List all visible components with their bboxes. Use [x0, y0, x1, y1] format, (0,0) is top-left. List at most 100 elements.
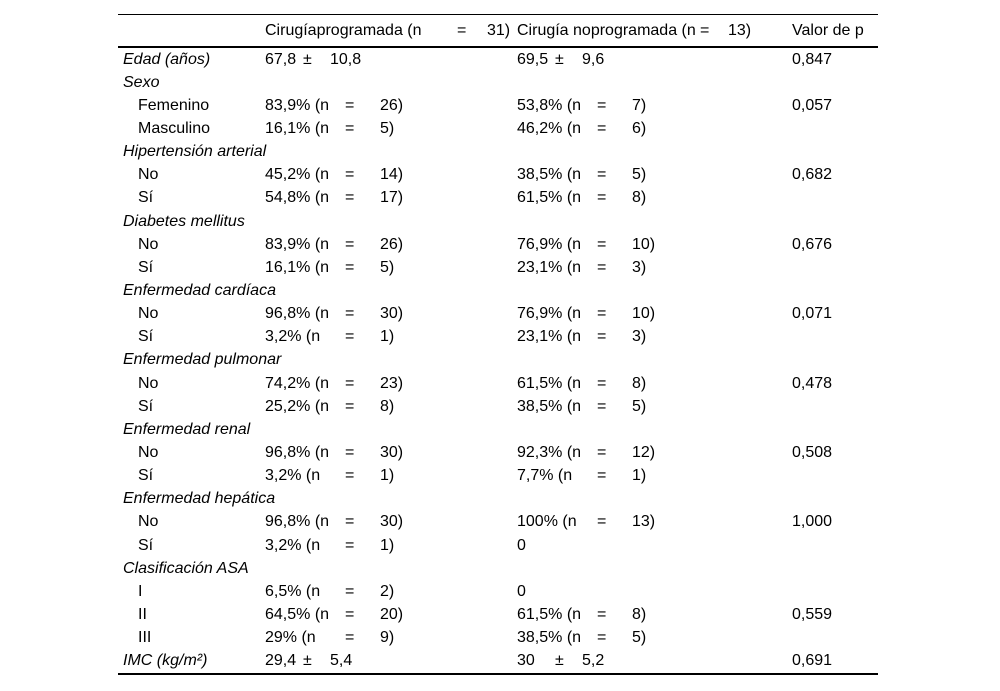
table-row: Sí 3,2% (n = 1) 0 — [118, 534, 878, 557]
table-row: No 96,8% (n = 30) 100% (n = 13) 1,000 — [118, 511, 878, 534]
value-n: 5) — [380, 119, 395, 137]
equals-sign: = — [597, 189, 607, 207]
value-n: 5,4 — [330, 652, 353, 670]
value-n: 5,2 — [582, 652, 605, 670]
p-value: 0,508 — [792, 443, 833, 461]
value-text: 54,8% (n — [265, 189, 330, 207]
row-label: Femenino — [138, 96, 210, 114]
table-row: Edad (años) 67,8 ±10,8 69,5 ±9,6 0,847 — [118, 48, 878, 71]
table-row: Enfermedad hepática — [118, 488, 878, 511]
equals-sign: = — [597, 235, 607, 253]
value-text: 3,2% (n — [265, 536, 321, 554]
header-cirugia-no-programada: Cirugía noprogramada (n = 13) — [517, 22, 792, 40]
value-n: 10,8 — [330, 50, 362, 68]
cell-cirugia-programada: 29% (n = 9) — [265, 629, 517, 647]
value-n: 3) — [632, 328, 647, 346]
value-text: 16,1% (n — [265, 119, 330, 137]
equals-sign: = — [345, 258, 355, 276]
value-n: 26) — [380, 96, 404, 114]
value-n: 12) — [632, 443, 656, 461]
cell-cirugia-programada: 96,8% (n = 30) — [265, 305, 517, 323]
table-row: Sí 16,1% (n = 5) 23,1% (n = 3) — [118, 256, 878, 279]
row-label: Enfermedad renal — [123, 420, 251, 438]
value-text: 69,5 — [517, 50, 549, 68]
value-text: 0 — [517, 582, 526, 600]
value-n: 1) — [380, 536, 395, 554]
equals-sign: = — [597, 443, 607, 461]
equals-sign: = — [597, 305, 607, 323]
equals-sign: = — [700, 21, 710, 39]
p-value: 0,691 — [792, 652, 833, 670]
value-text: 74,2% (n — [265, 374, 330, 392]
cell-cirugia-programada: 16,1% (n = 5) — [265, 259, 517, 277]
cell-cirugia-programada: 29,4 ±5,4 — [265, 652, 517, 670]
header-col2-text: Cirugíaprogramada (n — [265, 21, 422, 39]
header-p-value: Valor de p — [792, 21, 864, 39]
value-text: 61,5% (n — [517, 374, 582, 392]
cell-cirugia-no-programada: 23,1% (n = 3) — [517, 328, 792, 346]
p-value: 0,071 — [792, 305, 833, 323]
value-text: 38,5% (n — [517, 397, 582, 415]
value-text: 23,1% (n — [517, 258, 582, 276]
cell-cirugia-programada: 3,2% (n = 1) — [265, 328, 517, 346]
table-row: Sí 54,8% (n = 17) 61,5% (n = 8) — [118, 187, 878, 210]
row-label: Sí — [138, 536, 154, 554]
table-row: No 96,8% (n = 30) 92,3% (n = 12) 0,508 — [118, 441, 878, 464]
value-text: 38,5% (n — [517, 166, 582, 184]
value-n: 30) — [380, 305, 404, 323]
value-text: 3,2% (n — [265, 467, 321, 485]
row-label: Diabetes mellitus — [123, 212, 245, 230]
row-label: Enfermedad cardíaca — [123, 281, 276, 299]
value-n: 10) — [632, 305, 656, 323]
value-text: 7,7% (n — [517, 467, 573, 485]
cell-cirugia-no-programada: 38,5% (n = 5) — [517, 629, 792, 647]
row-label: II — [138, 605, 147, 623]
table-row: Hipertensión arterial — [118, 141, 878, 164]
row-label: No — [138, 235, 159, 253]
row-label: Enfermedad hepática — [123, 490, 276, 508]
value-text: 46,2% (n — [517, 119, 582, 137]
value-text: 64,5% (n — [265, 605, 330, 623]
row-label: IMC (kg/m²) — [123, 652, 208, 670]
value-text: 0 — [517, 536, 526, 554]
value-n: 1) — [380, 467, 395, 485]
cell-cirugia-no-programada: 38,5% (n = 5) — [517, 398, 792, 416]
table-row: I 6,5% (n = 2) 0 — [118, 580, 878, 603]
equals-sign: = — [345, 582, 355, 600]
cell-cirugia-programada: 16,1% (n = 5) — [265, 120, 517, 138]
value-text: 61,5% (n — [517, 605, 582, 623]
equals-sign: = — [345, 305, 355, 323]
equals-sign: = — [597, 119, 607, 137]
value-text: 16,1% (n — [265, 258, 330, 276]
table-row: Clasificación ASA — [118, 557, 878, 580]
equals-sign: = — [345, 443, 355, 461]
table-row: No 96,8% (n = 30) 76,9% (n = 10) 0,071 — [118, 303, 878, 326]
value-text: 83,9% (n — [265, 235, 330, 253]
cell-cirugia-no-programada: 0 — [517, 583, 792, 601]
row-label: Sí — [138, 397, 154, 415]
equals-sign: = — [597, 374, 607, 392]
table-row: III 29% (n = 9) 38,5% (n = 5) — [118, 627, 878, 650]
equals-sign: = — [597, 96, 607, 114]
cell-cirugia-no-programada: 76,9% (n = 10) — [517, 305, 792, 323]
value-text: 83,9% (n — [265, 96, 330, 114]
table-row: Femenino 83,9% (n = 26) 53,8% (n = 7) 0,057 — [118, 94, 878, 117]
equals-sign: = — [345, 235, 355, 253]
p-value: 0,847 — [792, 50, 833, 68]
row-label: III — [138, 629, 152, 647]
cell-cirugia-no-programada: 92,3% (n = 12) — [517, 444, 792, 462]
table-row: Enfermedad cardíaca — [118, 279, 878, 302]
comparison-table: Cirugíaprogramada (n = 31) Cirugía noprogr… — [118, 14, 878, 675]
value-n: 26) — [380, 235, 404, 253]
plus-minus-sign: ± — [303, 50, 312, 68]
value-n: 14) — [380, 166, 404, 184]
cell-cirugia-programada: 3,2% (n = 1) — [265, 467, 517, 485]
equals-sign: = — [345, 605, 355, 623]
value-n: 8) — [632, 605, 647, 623]
row-label: Sexo — [123, 73, 160, 91]
value-text: 23,1% (n — [517, 328, 582, 346]
value-n: 30) — [380, 443, 404, 461]
table-row: Masculino 16,1% (n = 5) 46,2% (n = 6) — [118, 117, 878, 140]
p-value: 1,000 — [792, 513, 833, 531]
value-n: 8) — [632, 374, 647, 392]
